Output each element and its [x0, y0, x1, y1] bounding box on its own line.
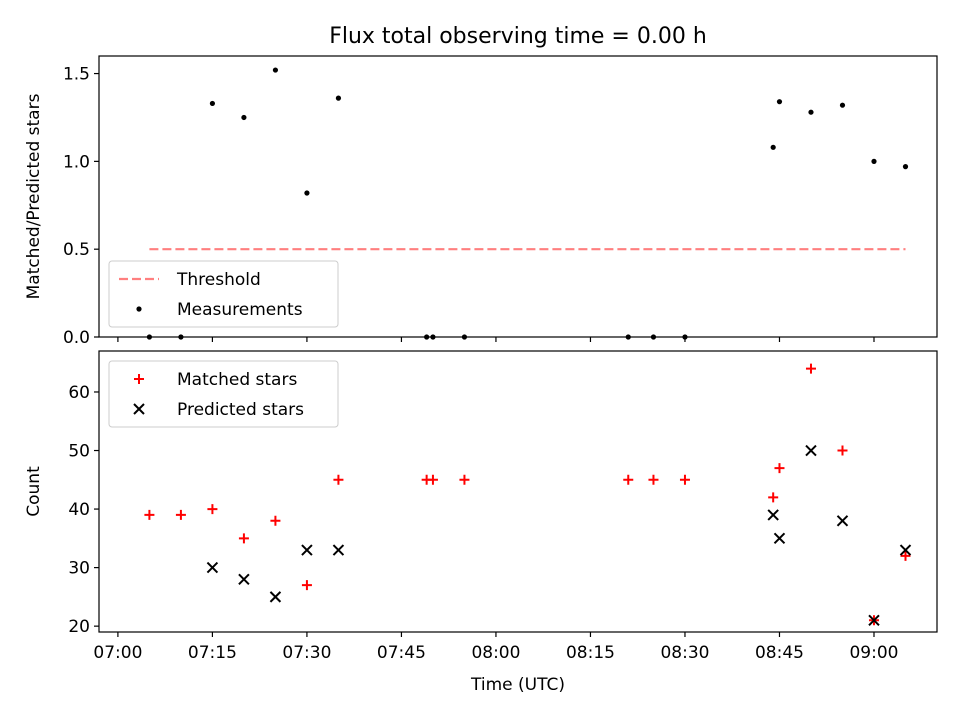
- predicted-stars-point: [206, 561, 219, 574]
- matched-stars-point: [175, 509, 186, 520]
- legend-matched-stars-label: Matched stars: [177, 370, 297, 390]
- measurements-point: [461, 334, 468, 340]
- matched-stars-point: [774, 463, 785, 474]
- predicted-stars-point: [836, 515, 849, 527]
- matched-stars-point: [427, 474, 438, 485]
- matched-stars-point: [207, 504, 218, 515]
- measurements-point: [304, 190, 310, 196]
- predicted-stars-point: [868, 614, 880, 626]
- bottom-xtick-label: 08:30: [660, 643, 709, 663]
- top-ylabel: Matched/Predicted stars: [24, 93, 44, 299]
- bottom-ylabel: Count: [24, 466, 44, 517]
- matched-stars-point: [238, 533, 249, 544]
- chart-title: Flux total observing time = 0.00 h: [329, 24, 707, 49]
- measurements-point: [335, 95, 342, 101]
- bottom-ytick-label: 50: [68, 442, 90, 462]
- measurements-point: [682, 334, 688, 340]
- legend-matched-stars-swatch: [134, 374, 144, 384]
- bottom-xtick-label: 08:45: [755, 643, 804, 663]
- top-ytick-label: 1.0: [63, 152, 90, 172]
- bottom-axes-frame: [98, 350, 938, 633]
- bottom-ytick-label: 60: [68, 383, 90, 403]
- matched-stars-point: [768, 492, 779, 503]
- bottom-ytick-label: 30: [68, 559, 90, 579]
- measurements-point: [770, 144, 776, 150]
- measurements-point: [430, 334, 436, 340]
- bottom-xtick-label: 09:00: [849, 643, 898, 663]
- measurements-point: [178, 334, 184, 340]
- top-ytick-label: 0.0: [63, 328, 90, 348]
- top-legend: Threshold Measurements: [108, 260, 339, 328]
- legend-box: [108, 360, 339, 428]
- measurements-point: [808, 109, 814, 115]
- matched-stars-point: [679, 474, 690, 485]
- bottom-xtick-label: 07:00: [93, 643, 142, 663]
- matched-stars-point: [301, 580, 312, 591]
- measurements-point: [424, 334, 430, 340]
- bottom-xlabel: Time (UTC): [470, 675, 565, 695]
- predicted-stars-point: [269, 591, 282, 603]
- legend-measurements-swatch: [136, 306, 142, 312]
- predicted-stars-point: [301, 544, 313, 556]
- bottom-legend: Matched stars Predicted stars: [108, 360, 339, 428]
- matched-stars-point: [648, 474, 659, 485]
- matched-stars-point: [900, 550, 911, 561]
- predicted-stars-point: [773, 532, 786, 545]
- matched-stars-point: [623, 474, 634, 485]
- bottom-xtick-label: 07:15: [188, 643, 237, 663]
- top-ytick-label: 1.5: [63, 65, 90, 85]
- bottom-xtick-label: 07:45: [377, 643, 426, 663]
- predicted-stars-point: [332, 544, 345, 556]
- predicted-stars-point: [767, 509, 779, 521]
- bottom-panel: 20 30 40 50 60 07:00 07:15 07:30 07:45 08:00 08:15…: [24, 350, 938, 695]
- top-axes-frame: [98, 55, 938, 338]
- legend-threshold-label: Threshold: [176, 270, 261, 290]
- legend-box: [108, 260, 339, 328]
- measurements-point: [902, 164, 909, 170]
- measurements-point: [241, 114, 247, 121]
- matched-stars-point: [459, 474, 470, 485]
- bottom-xtick-label: 08:15: [566, 643, 615, 663]
- matched-stars-point: [144, 509, 155, 520]
- predicted-stars-point: [899, 544, 912, 556]
- measurements-point: [146, 334, 153, 340]
- matched-stars-point: [805, 363, 816, 374]
- measurements-point: [776, 99, 783, 105]
- matched-stars-point: [837, 445, 848, 456]
- measurements-point: [209, 100, 216, 107]
- top-ytick-label: 0.5: [63, 240, 90, 260]
- predicted-stars-point: [238, 573, 250, 586]
- matched-stars-point: [333, 474, 344, 485]
- bottom-ytick-label: 40: [68, 500, 90, 520]
- legend-predicted-stars-swatch: [133, 403, 145, 415]
- legend-measurements-label: Measurements: [177, 300, 303, 320]
- measurements-point: [272, 67, 279, 73]
- bottom-xtick-label: 07:30: [282, 643, 331, 663]
- legend-predicted-stars-label: Predicted stars: [177, 400, 304, 420]
- measurements-point: [625, 334, 631, 340]
- bottom-ytick-label: 20: [68, 617, 90, 637]
- measurements-point: [650, 334, 657, 340]
- predicted-stars-point: [805, 444, 817, 457]
- measurements-point: [871, 158, 877, 164]
- matched-stars-point: [270, 515, 281, 526]
- top-panel: 0.0 0.5 1.0 1.5 Matched/Predicted stars Thres…: [24, 55, 938, 348]
- measurements-point: [839, 102, 846, 108]
- bottom-xtick-label: 08:00: [471, 643, 520, 663]
